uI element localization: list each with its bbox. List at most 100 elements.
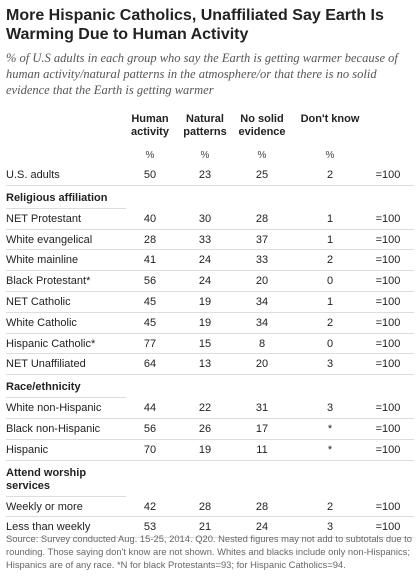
table-row: U.S. adults 50 23 25 2 =100: [6, 165, 414, 186]
row-label: NET Unaffiliated: [6, 358, 86, 371]
cell-value: 64: [143, 358, 157, 371]
cell-value: 24: [198, 275, 212, 288]
cell-value: 26: [198, 422, 212, 435]
unit-label: %: [325, 150, 335, 161]
cell-value: 0: [326, 275, 334, 288]
table-row: NET Catholic 45 19 34 1 =100: [6, 292, 414, 313]
cell-value: 23: [198, 169, 212, 181]
table: U.S. adults 50 23 25 2 =100 Religious affiliat…: [6, 165, 414, 539]
cell-value: 24: [255, 521, 269, 534]
row-total: =100: [375, 254, 401, 267]
cell-value: *: [327, 443, 333, 456]
row-label: U.S. adults: [6, 169, 60, 181]
section-heading: Attend worship services: [6, 461, 126, 497]
cell-value: 1: [326, 233, 334, 246]
row-total: =100: [375, 402, 401, 415]
cell-value: 45: [143, 295, 157, 308]
cell-value: 21: [198, 521, 212, 534]
row-label: Less than weekly: [6, 521, 91, 534]
table-row: Black Protestant* 56 24 20 0 =100: [6, 271, 414, 292]
row-total: =100: [375, 212, 401, 225]
cell-value: 19: [198, 295, 212, 308]
table-row: Hispanic Catholic* 77 15 8 0 =100: [6, 334, 414, 355]
cell-value: 11: [256, 443, 268, 456]
row-label: Hispanic: [6, 443, 49, 456]
table-row: White evangelical 28 33 37 1 =100: [6, 230, 414, 251]
cell-value: 13: [198, 358, 212, 371]
cell-value: 2: [326, 316, 334, 329]
row-label: Weekly or more: [6, 500, 83, 513]
table-row: White mainline 41 24 33 2 =100: [6, 250, 414, 272]
cell-value: 42: [143, 500, 157, 513]
row-total: =100: [375, 295, 401, 308]
cell-value: 1: [326, 295, 334, 308]
cell-value: 56: [143, 422, 157, 435]
subtitle: % of U.S adults in each group who say th…: [6, 51, 398, 97]
row-total: =100: [375, 521, 401, 534]
cell-value: 50: [143, 169, 157, 181]
cell-value: 28: [143, 233, 157, 246]
cell-value: 0: [326, 337, 334, 350]
cell-value: 24: [198, 254, 212, 267]
cell-value: 19: [198, 443, 212, 456]
cell-value: 3: [326, 521, 334, 534]
row-label: Black non-Hispanic: [6, 422, 101, 435]
row-total: =100: [375, 443, 401, 456]
table-row: White Catholic 45 19 34 2 =100: [6, 313, 414, 334]
cell-value: 41: [143, 254, 157, 267]
table-row: Black non-Hispanic 56 26 17 * =100: [6, 419, 414, 440]
cell-value: 28: [255, 212, 269, 225]
section-heading: Race/ethnicity: [6, 375, 126, 399]
cell-value: 31: [255, 402, 269, 415]
row-total: =100: [375, 337, 401, 350]
table-row: Hispanic 70 19 11 * =100: [6, 440, 414, 461]
row-total: =100: [375, 233, 401, 246]
footnote: Source: Survey conducted Aug. 15-25, 201…: [6, 533, 412, 570]
cell-value: 2: [326, 169, 334, 181]
cell-value: 1: [326, 212, 334, 225]
row-label: NET Protestant: [6, 212, 81, 225]
cell-value: 3: [326, 402, 334, 415]
row-label: Hispanic Catholic*: [6, 337, 96, 350]
cell-value: 53: [143, 521, 157, 534]
table-row: White non-Hispanic 44 22 31 3 =100: [6, 398, 414, 419]
cell-value: 8: [258, 337, 266, 350]
row-label: White evangelical: [6, 233, 93, 246]
cell-value: 20: [255, 358, 269, 371]
row-label: White mainline: [6, 254, 79, 267]
unit-label: %: [257, 150, 267, 161]
row-total: =100: [375, 316, 401, 329]
cell-value: 40: [143, 212, 157, 225]
table-row: Less than weekly 53 21 24 3 =100: [6, 517, 414, 539]
column-header: Natural patterns: [183, 113, 227, 138]
cell-value: 3: [326, 358, 334, 371]
row-total: =100: [375, 358, 401, 371]
cell-value: 20: [255, 275, 269, 288]
cell-value: *: [327, 422, 333, 435]
cell-value: 70: [143, 443, 157, 456]
cell-value: 34: [255, 295, 269, 308]
cell-value: 33: [198, 233, 212, 246]
section-heading: Religious affiliation: [6, 186, 126, 209]
column-header: Human activity: [131, 113, 169, 138]
cell-value: 15: [198, 337, 212, 350]
cell-value: 28: [198, 500, 212, 513]
table-row: NET Protestant 40 30 28 1 =100: [6, 209, 414, 230]
row-label: White non-Hispanic: [6, 402, 102, 415]
cell-value: 44: [143, 402, 157, 415]
cell-value: 28: [255, 500, 269, 513]
cell-value: 30: [198, 212, 212, 225]
cell-value: 37: [255, 233, 269, 246]
title: More Hispanic Catholics, Unaffiliated Sa…: [6, 7, 384, 43]
table-row: NET Unaffiliated 64 13 20 3 =100: [6, 354, 414, 376]
cell-value: 19: [198, 316, 212, 329]
row-label: White Catholic: [6, 316, 77, 329]
row-label: NET Catholic: [6, 295, 71, 308]
column-header: Don't know: [300, 113, 360, 125]
unit-label: %: [200, 150, 210, 161]
cell-value: 25: [255, 169, 269, 181]
cell-value: 22: [198, 402, 212, 415]
cell-value: 77: [143, 337, 157, 350]
row-total: =100: [375, 500, 401, 513]
